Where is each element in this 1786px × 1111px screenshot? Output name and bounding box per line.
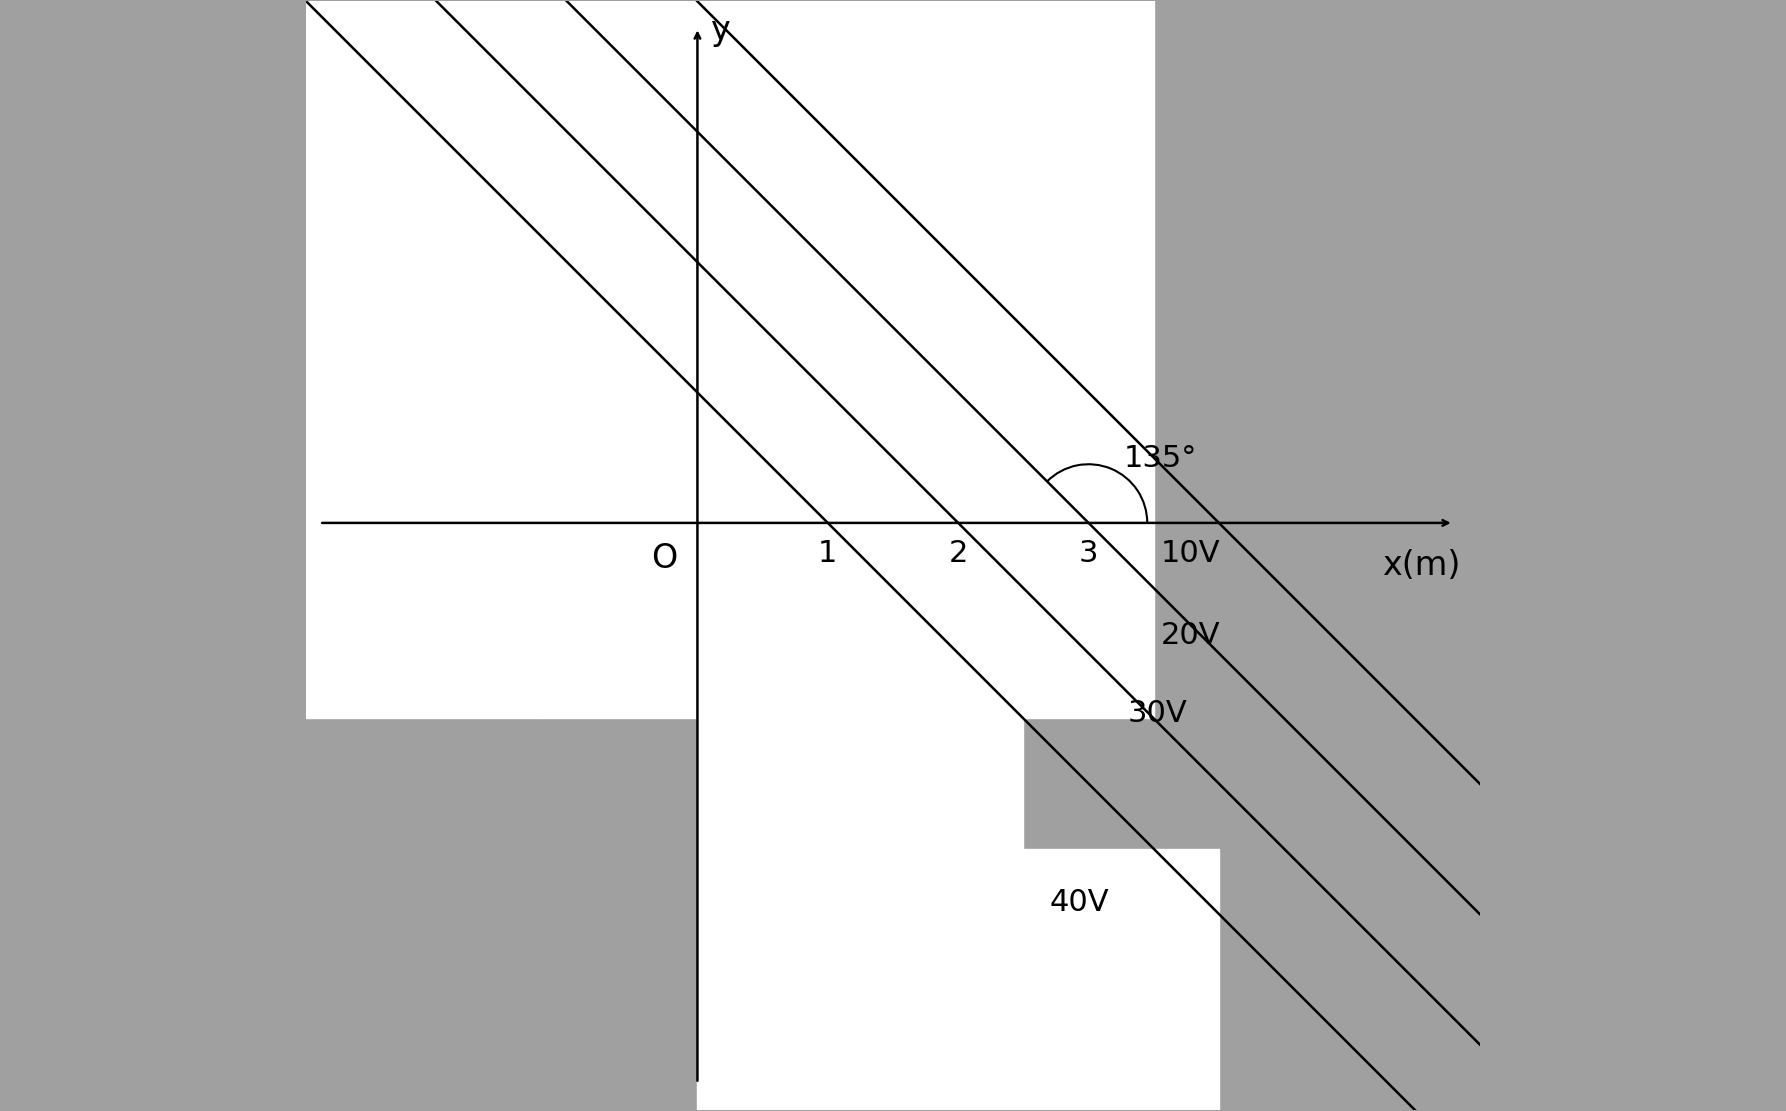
- Bar: [305, 1, 541, 458]
- Bar: [697, 719, 1023, 1110]
- Bar: [1023, 849, 1220, 1110]
- Text: y: y: [711, 14, 730, 48]
- Text: 40V: 40V: [1050, 888, 1109, 917]
- Text: 30V: 30V: [1127, 699, 1188, 728]
- Bar: [541, 1, 1154, 523]
- Text: x(m): x(m): [1382, 549, 1461, 582]
- Bar: [305, 458, 541, 719]
- Text: 3: 3: [1079, 539, 1098, 568]
- Text: 2: 2: [948, 539, 968, 568]
- Bar: [541, 523, 1154, 719]
- Text: 10V: 10V: [1161, 539, 1220, 568]
- Text: 1: 1: [818, 539, 838, 568]
- Text: 20V: 20V: [1161, 621, 1220, 650]
- Text: O: O: [652, 542, 679, 575]
- Text: 135°: 135°: [1123, 444, 1197, 473]
